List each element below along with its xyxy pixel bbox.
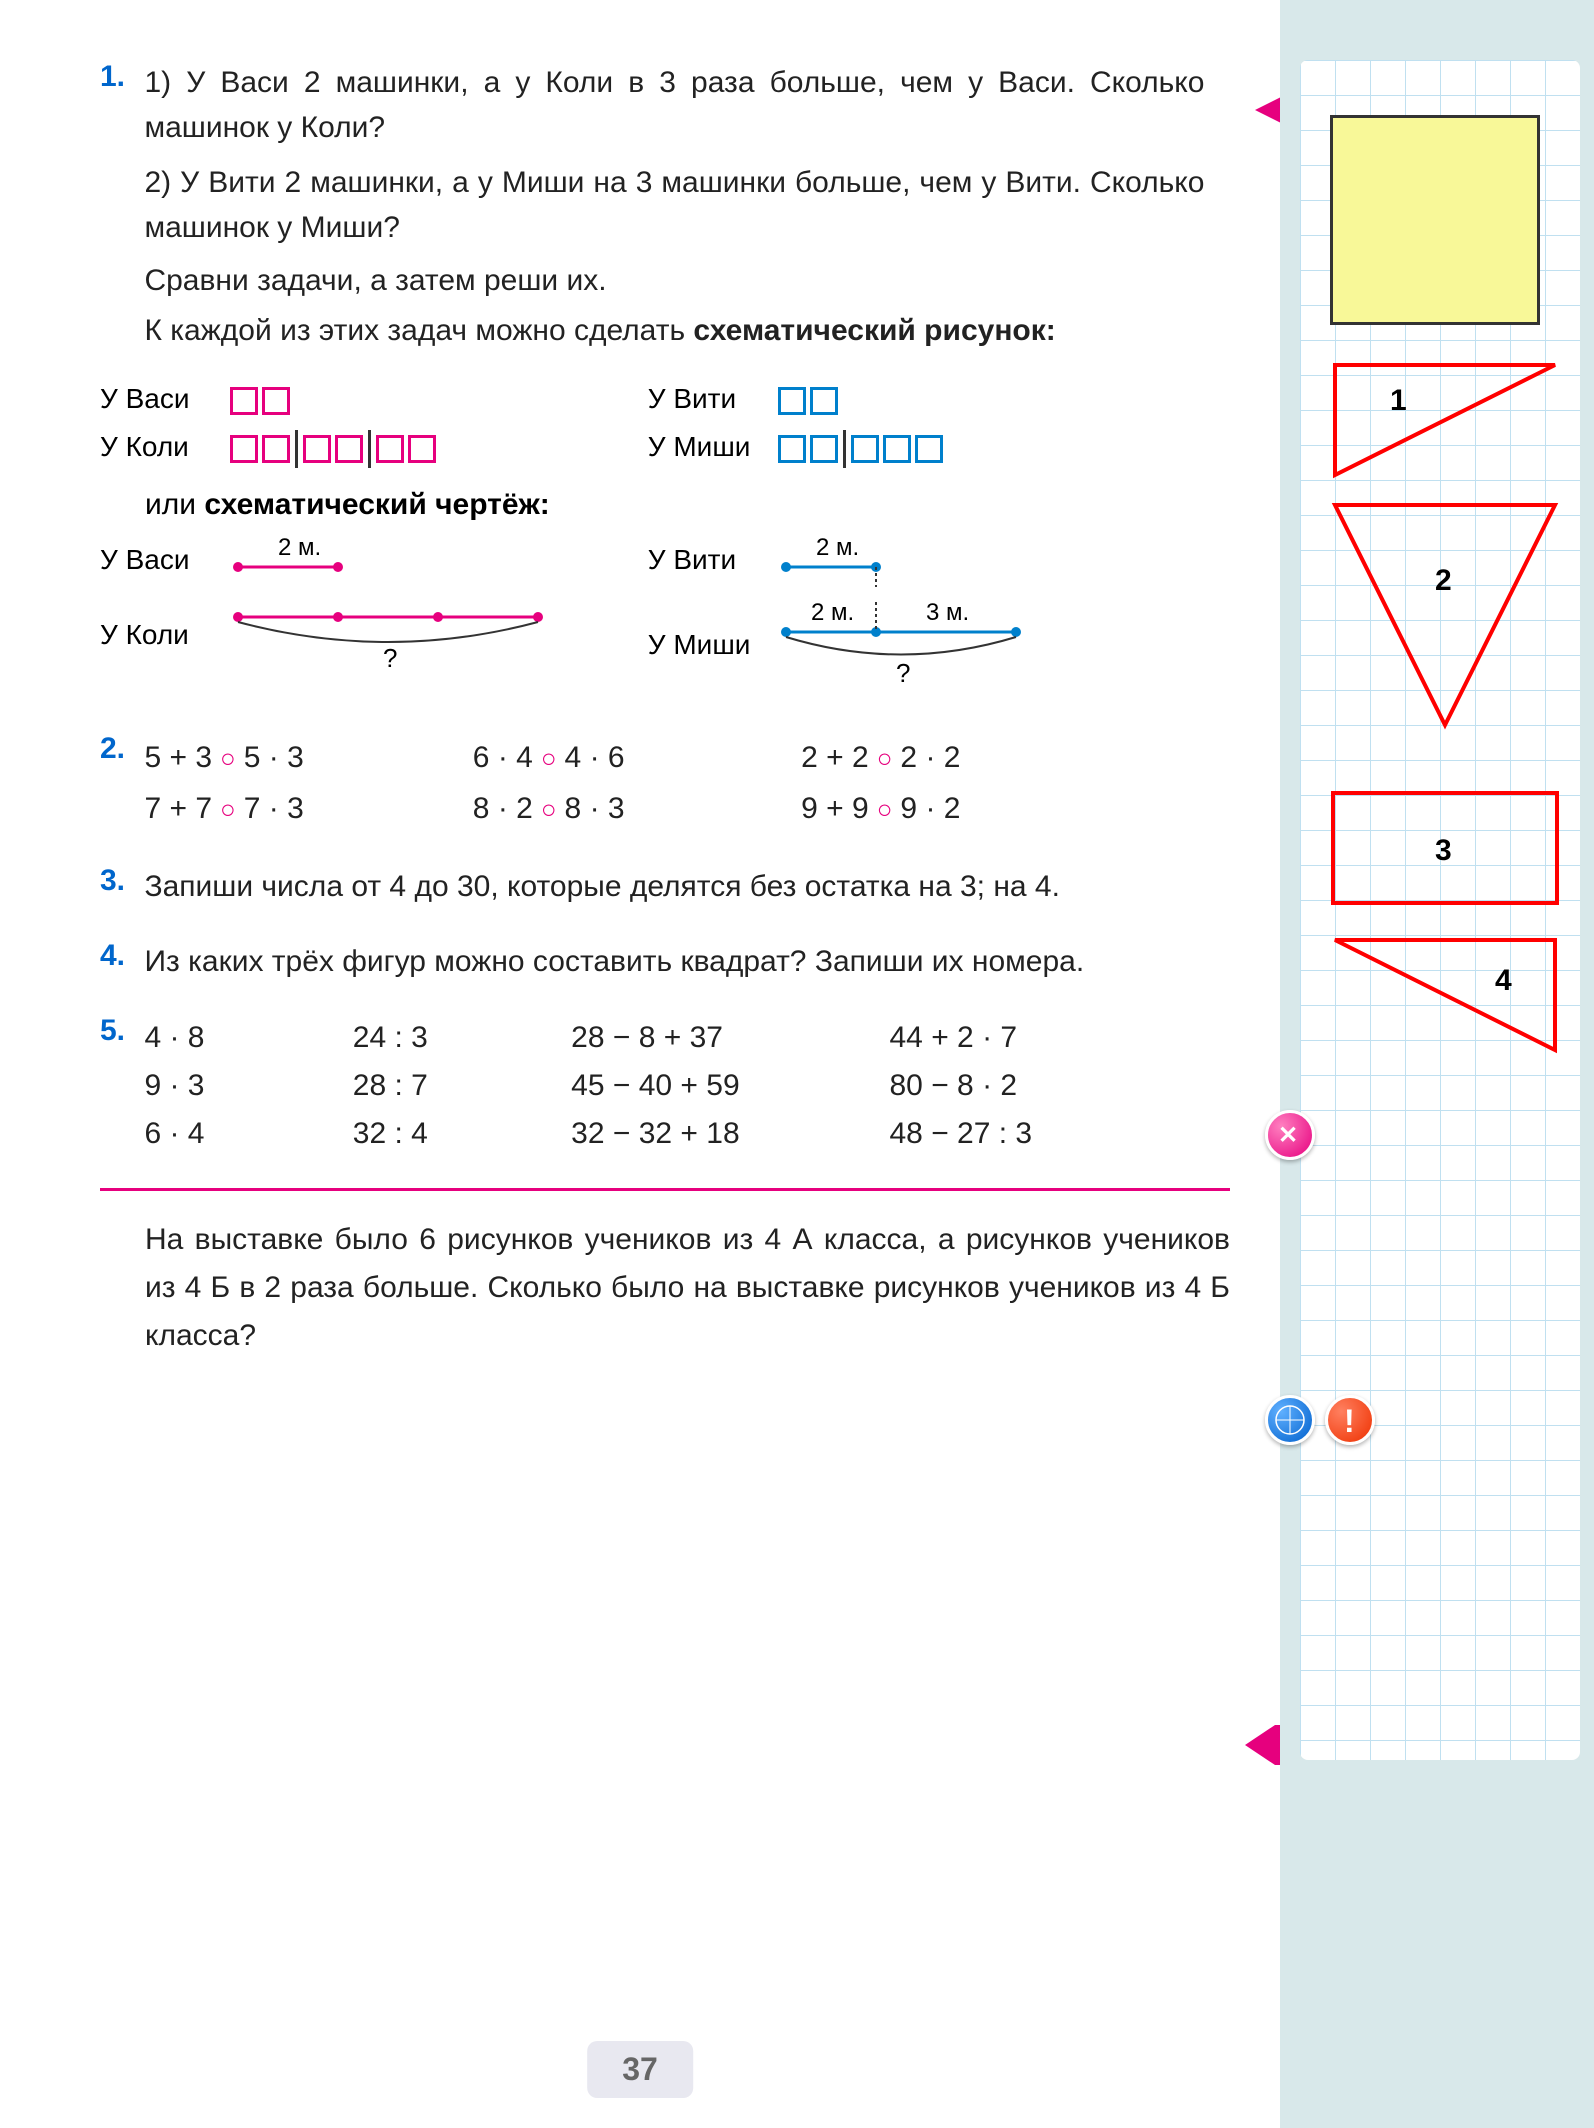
- svg-text:2 м.: 2 м.: [811, 602, 854, 626]
- task-5: 5. 4 · 8 9 · 3 6 · 4 24 : 3 28 : 7 32 : …: [100, 1014, 1230, 1158]
- box-icon: [408, 435, 436, 463]
- schema-squares-row1: У Васи У Вити: [100, 383, 1230, 415]
- label-kolya: У Коли: [100, 619, 220, 651]
- box-icon: [883, 435, 911, 463]
- label-vasya: У Васи: [100, 383, 220, 415]
- task-body: Из каких трёх фигур можно составить квад…: [144, 939, 1204, 984]
- circle-icon: ○: [877, 743, 893, 773]
- box-icon: [915, 435, 943, 463]
- label-kolya: У Коли: [100, 431, 220, 463]
- grid-paper: 1 2 3 4: [1300, 60, 1580, 1760]
- box-icon: [810, 387, 838, 415]
- box-icon: [810, 435, 838, 463]
- circle-icon: ○: [541, 794, 557, 824]
- label-misha: У Миши: [648, 431, 768, 463]
- label-vitya: У Вити: [648, 544, 768, 576]
- task-1: 1. 1) У Васи 2 машинки, а у Коли в 3 раз…: [100, 60, 1230, 353]
- label-vasya: У Васи: [100, 544, 220, 576]
- task-2: 2. 5 + 3○5 · 3 7 + 7○7 · 3 6 · 4○4 · 6 8…: [100, 732, 1230, 834]
- task-number: 3.: [100, 864, 140, 898]
- calc-col: 44 + 2 · 7 80 − 8 · 2 48 − 27 : 3: [889, 1014, 1109, 1158]
- line-diagram-icon: 2 м. 3 м. ?: [776, 602, 1056, 692]
- task-body: Запиши числа от 4 до 30, которые делятся…: [144, 864, 1204, 909]
- svg-text:4: 4: [1495, 964, 1512, 997]
- circle-icon: ○: [541, 743, 557, 773]
- task-number: 5.: [100, 1014, 140, 1048]
- box-icon: [778, 387, 806, 415]
- diagram-row1: У Васи 2 м. У Вити 2 м.: [100, 537, 1230, 587]
- svg-text:2 м.: 2 м.: [278, 537, 321, 561]
- globe-badge-icon: [1265, 1395, 1315, 1445]
- box-icon: [335, 435, 363, 463]
- task1-p1: 1) У Васи 2 машинки, а у Коли в 3 раза б…: [144, 60, 1204, 150]
- box-icon: [376, 435, 404, 463]
- compare-col: 5 + 3○5 · 3 7 + 7○7 · 3: [144, 732, 464, 834]
- svg-text:✕: ✕: [1278, 1122, 1298, 1149]
- triangle-1-shape: 1: [1330, 360, 1560, 480]
- line-diagram-icon: 2 м.: [228, 537, 358, 587]
- compare-col: 2 + 2○2 · 2 9 + 9○9 · 2: [801, 732, 1121, 834]
- sidebar: 1 2 3 4 ✕ !: [1280, 0, 1594, 2128]
- svg-text:?: ?: [383, 643, 397, 672]
- task-3: 3. Запиши числа от 4 до 30, которые деля…: [100, 864, 1230, 909]
- task-number: 4.: [100, 939, 140, 973]
- divider-line: [100, 1188, 1230, 1191]
- rectangle-3-shape: 3: [1330, 790, 1560, 910]
- label-vitya: У Вити: [648, 383, 768, 415]
- circle-icon: ○: [220, 794, 236, 824]
- task-number: 2.: [100, 732, 140, 766]
- box-icon: [230, 435, 258, 463]
- triangle-2-shape: 2: [1330, 500, 1560, 730]
- task-body: 1) У Васи 2 машинки, а у Коли в 3 раза б…: [144, 60, 1204, 353]
- box-icon: [262, 435, 290, 463]
- svg-text:?: ?: [896, 658, 910, 688]
- triangle-4-shape: 4: [1330, 935, 1560, 1055]
- svg-text:3 м.: 3 м.: [926, 602, 969, 626]
- alert-badge-icon: !: [1325, 1395, 1375, 1445]
- divider-icon: [843, 430, 846, 468]
- box-icon: [778, 435, 806, 463]
- compare-col: 6 · 4○4 · 6 8 · 2○8 · 3: [473, 732, 793, 834]
- task1-p2: 2) У Вити 2 машинки, а у Миши на 3 машин…: [144, 160, 1204, 250]
- box-icon: [230, 387, 258, 415]
- task-body: 5 + 3○5 · 3 7 + 7○7 · 3 6 · 4○4 · 6 8 · …: [144, 732, 1204, 834]
- textbook-page: 1. 1) У Васи 2 машинки, а у Коли в 3 раз…: [0, 0, 1280, 2128]
- page-number: 37: [587, 2041, 693, 2098]
- bottom-task: На выставке было 6 рисунков учеников из …: [100, 1216, 1230, 1360]
- difficulty-badge-icon: ✕: [1265, 1110, 1315, 1160]
- calc-col: 4 · 8 9 · 3 6 · 4: [144, 1014, 284, 1158]
- box-icon: [303, 435, 331, 463]
- svg-text:1: 1: [1390, 384, 1407, 417]
- or-line: или схематический чертёж:: [145, 488, 1230, 522]
- calc-col: 28 − 8 + 37 45 − 40 + 59 32 − 32 + 18: [571, 1014, 821, 1158]
- task1-p3: Сравни задачи, а затем реши их.: [144, 258, 1204, 303]
- task-4: 4. Из каких трёх фигур можно составить к…: [100, 939, 1230, 984]
- yellow-square-shape: [1330, 115, 1540, 325]
- task-number: 1.: [100, 60, 140, 94]
- divider-icon: [295, 430, 298, 468]
- label-misha: У Миши: [648, 629, 768, 661]
- calc-col: 24 : 3 28 : 7 32 : 4: [353, 1014, 503, 1158]
- divider-icon: [368, 430, 371, 468]
- svg-text:2: 2: [1435, 564, 1452, 597]
- task-body: 4 · 8 9 · 3 6 · 4 24 : 3 28 : 7 32 : 4 2…: [144, 1014, 1204, 1158]
- circle-icon: ○: [877, 794, 893, 824]
- line-diagram-icon: ?: [228, 602, 548, 672]
- diagram-row2: У Коли ? У Миши 2 м. 3 м.: [100, 602, 1230, 692]
- svg-text:!: !: [1344, 1403, 1355, 1439]
- box-icon: [262, 387, 290, 415]
- schema-squares-row2: У Коли У Миши: [100, 430, 1230, 468]
- svg-text:3: 3: [1435, 834, 1452, 867]
- circle-icon: ○: [220, 743, 236, 773]
- svg-text:2 м.: 2 м.: [816, 537, 859, 561]
- task1-p4: К каждой из этих задач можно сделать схе…: [144, 308, 1204, 353]
- box-icon: [851, 435, 879, 463]
- line-diagram-icon: 2 м.: [776, 537, 956, 587]
